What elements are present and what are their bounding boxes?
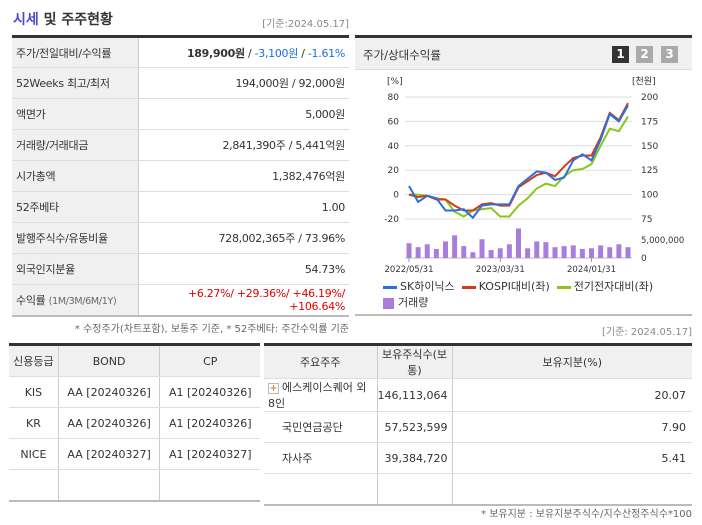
- right-unit: [천원]: [632, 76, 656, 87]
- table-row: 액면가 5,000원: [12, 98, 349, 130]
- chart-title: 주가/상대수익률: [355, 38, 692, 70]
- volume-bar: [561, 246, 567, 258]
- table-row: NICE AA [20240327] A1 [20240327]: [9, 438, 260, 470]
- table-row: KIS AA [20240326] A1 [20240326]: [9, 376, 260, 408]
- table-row: + 에스케이스퀘어 외 8인 146,113,064 20.07: [264, 378, 692, 412]
- table-row: 외국인지분율 54.73%: [12, 253, 349, 285]
- price: 189,900원: [186, 46, 245, 60]
- expand-icon[interactable]: +: [268, 382, 279, 394]
- left-tick-label: 20: [388, 166, 400, 176]
- right-tick-label: 200: [641, 93, 658, 103]
- volume-bar: [616, 244, 622, 258]
- info-note: * 수정주가(차트포함), 보통주 기준, * 52주베타: 주간수익률 기준: [74, 324, 349, 335]
- volume-bar: [525, 248, 531, 258]
- right-tick-label: 100: [641, 191, 658, 201]
- table-row: 거래량/거래대금 2,841,390주 / 5,441억원: [12, 129, 349, 161]
- volume-bar: [625, 247, 631, 258]
- volume-bar: [479, 239, 485, 258]
- chart-page-3-button[interactable]: 3: [661, 46, 678, 63]
- left-unit: [%]: [387, 77, 403, 87]
- volume-bar: [543, 242, 549, 258]
- left-tick-label: -20: [384, 215, 399, 225]
- left-tick-label: 80: [388, 93, 400, 103]
- table-row: 주가/전일대비/수익률 189,900원 / -3,100원 / -1.61%: [12, 36, 349, 68]
- volume-bar: [415, 247, 421, 258]
- credit-rating-table: 신용등급 BOND CP KIS AA [20240326] A1 [20240326]…: [9, 343, 260, 502]
- x-tick-label: 2023/03/31: [476, 265, 525, 275]
- chart-page-1-button[interactable]: 1: [612, 46, 629, 63]
- legend-kospi: KOSPI대비(좌): [461, 280, 550, 293]
- x-tick-label: 2024/01/31: [567, 265, 616, 275]
- right-tick-label: 75: [641, 215, 652, 225]
- legend-sk-hynix: SK하이닉스: [383, 280, 455, 293]
- x-tick-label: 2022/05/31: [385, 265, 434, 275]
- chart-panel: 주가/상대수익률 1 2 3 [%] [천원] 80 200 60 175 40 150 20 1…: [355, 35, 692, 316]
- legend-electronics: 전기전자대비(좌): [556, 280, 653, 293]
- left-tick-label: 60: [388, 117, 400, 127]
- volume-bar: [589, 248, 594, 258]
- holders-note: * 보유지분 : 보유지분주식수/지수산정주식수*100: [481, 509, 692, 520]
- major-shareholders-table: 주요주주 보유주식수(보통) 보유지분(%) + 에스케이스퀘어 외 8인 146,11…: [264, 343, 692, 506]
- volume-bar: [552, 247, 558, 258]
- volume-bar: [470, 252, 476, 258]
- relative-return-chart: [%] [천원] 80 200 60 175 40 150 20 125 0 100 -20 75 5,00…: [384, 76, 684, 275]
- section-title: 시세 및 주주현황: [13, 12, 113, 28]
- right-tick-label: 125: [641, 166, 658, 176]
- table-row: 52주베타 1.00: [12, 191, 349, 223]
- volume-bar: [607, 247, 613, 258]
- series-line-SK하이닉스: [408, 105, 629, 220]
- volume-bar: [406, 243, 412, 258]
- table-row: 발행주식수/유동비율 728,002,365주 / 73.96%: [12, 222, 349, 254]
- legend: SK하이닉스 KOSPI대비(좌) 전기전자대비(좌) 거래량: [383, 278, 653, 310]
- left-tick-label: 40: [388, 142, 400, 152]
- left-tick-label: 0: [393, 191, 399, 201]
- series-line-전기전자대비(좌): [409, 115, 629, 218]
- volume-tick-label: 5,000,000: [641, 236, 684, 246]
- volume-bar: [570, 245, 576, 258]
- volume-bar: [452, 235, 458, 258]
- volume-bar: [488, 250, 494, 258]
- volume-bar: [433, 249, 439, 258]
- volume-bar: [497, 248, 503, 258]
- volume-bar: [461, 246, 467, 258]
- volume-bar: [424, 244, 430, 258]
- table-row: KR AA [20240326] A1 [20240326]: [9, 407, 260, 439]
- volume-bar: [579, 249, 585, 258]
- volume-tick-label: 0: [641, 254, 647, 264]
- volume-bar: [598, 245, 604, 258]
- change: -3,100원: [254, 46, 299, 60]
- right-tick-label: 175: [641, 117, 658, 127]
- rate: -1.61%: [307, 46, 345, 60]
- table-row: 시가총액 1,382,476억원: [12, 160, 349, 192]
- volume-bar: [443, 241, 448, 258]
- volume-bar: [506, 244, 512, 258]
- basis-date: [기준:2024.05.17]: [262, 19, 349, 30]
- chart-basis-date: [기준: 2024.05.17]: [601, 327, 692, 338]
- volume-bar: [534, 241, 540, 258]
- table-row: 자사주 39,384,720 5.41: [264, 442, 692, 474]
- legend-volume: 거래량: [383, 296, 428, 309]
- table-row: 국민연금공단 57,523,599 7.90: [264, 411, 692, 443]
- volume-bar: [516, 228, 521, 258]
- table-row: 수익률 (1M/3M/6M/1Y) +6.27%/ +29.36%/ +46.19…: [12, 284, 349, 316]
- price-info-table: 주가/전일대비/수익률 189,900원 / -3,100원 / -1.61% 5…: [12, 35, 349, 317]
- table-row: 52Weeks 최고/최저 194,000원 / 92,000원: [12, 67, 349, 99]
- right-tick-label: 150: [641, 142, 658, 152]
- chart-page-2-button[interactable]: 2: [636, 46, 653, 63]
